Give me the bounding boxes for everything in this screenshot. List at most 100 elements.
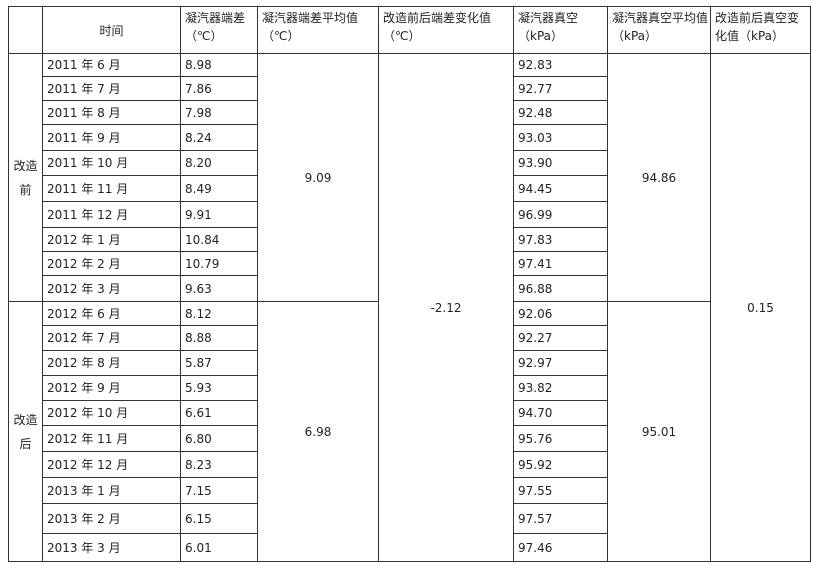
header-text: 凝汽器真空平均值 bbox=[612, 11, 709, 25]
terminal-diff: 7.86 bbox=[185, 81, 212, 96]
header-text: （kPa） bbox=[612, 29, 658, 43]
vacuum-cell: 93.82 bbox=[513, 375, 608, 401]
month-cell: 2011 年 11 月 bbox=[42, 175, 181, 202]
vacuum-change-cell: 0.15 bbox=[710, 53, 811, 562]
terminal-diff-cell: 8.49 bbox=[180, 175, 258, 202]
terminal-diff-cell: 8.20 bbox=[180, 150, 258, 176]
header-text: 凝汽器端差 bbox=[185, 11, 246, 25]
data-row: 改造前 2011 年 6 月 8.98 9.09 -2.12 92.83 94.86 0.15 bbox=[8, 53, 811, 562]
terminal-diff: 9.91 bbox=[185, 207, 212, 222]
month: 2013 年 3 月 bbox=[47, 540, 121, 555]
data-row: 2013 年 1 月 7.15 97.55 bbox=[9, 477, 811, 504]
avg-vacuum-cell: 95.01 bbox=[607, 301, 711, 562]
terminal-diff-cell: 7.98 bbox=[180, 100, 258, 125]
month-cell: 2011 年 10 月 bbox=[42, 150, 181, 176]
month: 2012 年 7 月 bbox=[47, 331, 121, 345]
group-label-cell: 改造前 bbox=[8, 53, 43, 302]
data-row: 2011 年 7 月 7.86 92.77 bbox=[9, 76, 811, 101]
vacuum-cell: 96.88 bbox=[513, 275, 608, 302]
terminal-diff: 9.63 bbox=[185, 281, 212, 296]
month-cell: 2013 年 1 月 bbox=[42, 477, 181, 504]
vacuum-cell: 92.06 bbox=[513, 301, 608, 326]
data-row: 2013 年 2 月 6.15 97.57 bbox=[9, 503, 811, 534]
month: 2012 年 6 月 bbox=[47, 306, 121, 321]
data-row: 2011 年 9 月 8.24 93.03 bbox=[9, 124, 811, 151]
terminal-diff-cell: 8.88 bbox=[180, 325, 258, 351]
vacuum-cell: 97.57 bbox=[513, 503, 608, 534]
avg-vacuum-cell: 94.86 bbox=[607, 53, 711, 302]
terminal-diff: 10.79 bbox=[185, 256, 220, 271]
month: 2012 年 8 月 bbox=[47, 356, 121, 370]
vacuum: 96.88 bbox=[518, 281, 553, 296]
data-row: 2011 年 12 月 9.91 96.99 bbox=[9, 201, 811, 228]
header-cell: 时间 bbox=[42, 6, 181, 54]
vacuum: 95.76 bbox=[518, 431, 553, 446]
terminal-diff-cell: 8.12 bbox=[180, 301, 258, 326]
month-cell: 2013 年 2 月 bbox=[42, 503, 181, 534]
terminal-diff: 8.88 bbox=[185, 331, 212, 345]
vacuum-cell: 92.83 bbox=[513, 53, 608, 77]
group-label: 改造前 bbox=[13, 158, 38, 197]
terminal-diff-cell: 6.61 bbox=[180, 400, 258, 426]
vacuum-cell: 93.90 bbox=[513, 150, 608, 176]
avg-diff-cell: 6.98 bbox=[257, 301, 379, 562]
data-row: 2012 年 10 月 6.61 94.70 bbox=[9, 400, 811, 426]
month: 2011 年 6 月 bbox=[47, 58, 121, 72]
header-text: 改造前后端差变化值 bbox=[383, 11, 492, 25]
data-row: 2012 年 2 月 10.79 97.41 bbox=[9, 251, 811, 276]
vacuum: 97.41 bbox=[518, 256, 553, 271]
vacuum: 94.45 bbox=[518, 181, 553, 196]
terminal-diff: 6.80 bbox=[185, 431, 212, 446]
month: 2011 年 8 月 bbox=[47, 105, 121, 120]
vacuum-cell: 96.99 bbox=[513, 201, 608, 228]
avg-diff: 6.98 bbox=[304, 424, 332, 439]
terminal-diff-cell: 10.79 bbox=[180, 251, 258, 276]
terminal-diff-cell: 8.23 bbox=[180, 451, 258, 478]
avg-vacuum: 94.86 bbox=[641, 170, 677, 185]
terminal-diff-cell: 7.15 bbox=[180, 477, 258, 504]
vacuum-cell: 95.76 bbox=[513, 425, 608, 452]
terminal-diff: 6.61 bbox=[185, 406, 212, 420]
vacuum: 97.57 bbox=[518, 511, 553, 526]
terminal-diff-cell: 6.80 bbox=[180, 425, 258, 452]
vacuum-cell: 94.45 bbox=[513, 175, 608, 202]
terminal-diff: 7.98 bbox=[185, 105, 212, 120]
month: 2012 年 10 月 bbox=[47, 406, 129, 420]
data-row: 2012 年 1 月 10.84 97.83 bbox=[9, 227, 811, 252]
terminal-diff-cell: 6.01 bbox=[180, 533, 258, 562]
data-row: 2011 年 11 月 8.49 94.45 bbox=[9, 175, 811, 202]
terminal-diff: 8.20 bbox=[185, 156, 212, 170]
terminal-diff: 5.93 bbox=[185, 381, 212, 395]
data-row: 2012 年 3 月 9.63 96.88 bbox=[9, 275, 811, 302]
data-row: 2012 年 12 月 8.23 95.92 bbox=[9, 451, 811, 478]
header-cell bbox=[8, 6, 43, 54]
data-row: 2011 年 8 月 7.98 92.48 bbox=[9, 100, 811, 125]
header-text: 凝汽器真空 bbox=[518, 11, 579, 25]
month-cell: 2012 年 9 月 bbox=[42, 375, 181, 401]
month-cell: 2013 年 3 月 bbox=[42, 533, 181, 562]
vacuum-cell: 97.41 bbox=[513, 251, 608, 276]
vacuum: 97.83 bbox=[518, 232, 553, 247]
data-row: 2013 年 3 月 6.01 97.46 bbox=[9, 533, 811, 562]
diff-change: -2.12 bbox=[430, 300, 462, 315]
vacuum-cell: 94.70 bbox=[513, 400, 608, 426]
month: 2012 年 12 月 bbox=[47, 457, 129, 472]
month-cell: 2011 年 6 月 bbox=[42, 53, 181, 77]
vacuum: 92.77 bbox=[518, 81, 553, 96]
data-row: 2012 年 9 月 5.93 93.82 bbox=[9, 375, 811, 401]
header-cell: 凝汽器端差平均值 （℃） bbox=[257, 6, 379, 54]
month: 2012 年 2 月 bbox=[47, 256, 121, 271]
month: 2011 年 11 月 bbox=[47, 181, 129, 196]
terminal-diff-cell: 8.98 bbox=[180, 53, 258, 77]
terminal-diff: 8.24 bbox=[185, 130, 212, 145]
month-cell: 2012 年 12 月 bbox=[42, 451, 181, 478]
header-cell: 改造前后端差变化值 （℃） bbox=[378, 6, 514, 54]
header-row: 时间 凝汽器端差 （℃） 凝汽器端差平均值 （℃） 改造前后端差变化值 （℃） 凝汽器真空 （k… bbox=[8, 6, 811, 54]
terminal-diff: 8.98 bbox=[185, 58, 212, 72]
month: 2012 年 1 月 bbox=[47, 232, 121, 247]
month-cell: 2012 年 10 月 bbox=[42, 400, 181, 426]
month-cell: 2011 年 8 月 bbox=[42, 100, 181, 125]
terminal-diff-cell: 6.15 bbox=[180, 503, 258, 534]
diff-change-cell: -2.12 bbox=[378, 53, 514, 562]
data-row: 2012 年 11 月 6.80 95.76 bbox=[9, 425, 811, 452]
